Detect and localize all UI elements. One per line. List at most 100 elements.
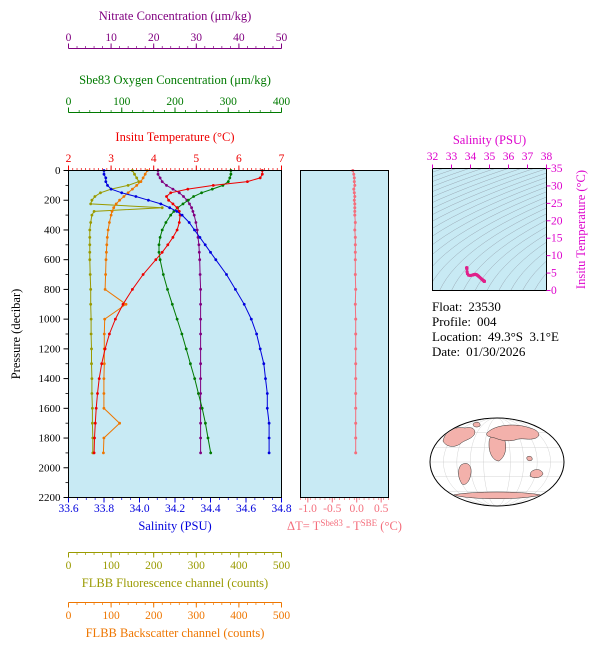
svg-text:300: 300: [188, 610, 206, 622]
svg-text:33: 33: [446, 151, 458, 163]
svg-text:30: 30: [191, 32, 203, 44]
svg-text:500: 500: [273, 610, 291, 622]
svg-text:Salinity (PSU): Salinity (PSU): [453, 133, 526, 147]
svg-text:36: 36: [503, 151, 515, 163]
svg-text:200: 200: [44, 195, 61, 207]
svg-text:800: 800: [44, 284, 61, 296]
svg-text:Nitrate Concentration (μm/kg): Nitrate Concentration (μm/kg): [99, 9, 252, 23]
svg-text:20: 20: [148, 32, 160, 44]
svg-text:25: 25: [551, 198, 563, 210]
profile-value: 004: [477, 314, 497, 329]
svg-text:0: 0: [66, 32, 72, 44]
svg-text:5: 5: [193, 153, 199, 165]
svg-text:0.0: 0.0: [350, 503, 365, 515]
location-label: Location:: [432, 329, 482, 344]
main-profile-plot: 0200400600800100012001400160018002000220…: [9, 9, 292, 640]
svg-text:-1.0: -1.0: [299, 503, 317, 515]
float-id-line: Float: 23530: [432, 299, 559, 314]
svg-text:34.6: 34.6: [236, 503, 256, 515]
date-value: 01/30/2026: [466, 344, 526, 359]
svg-text:2200: 2200: [39, 492, 62, 504]
svg-text:6: 6: [236, 153, 242, 165]
svg-text:Insitu Temperature (°C): Insitu Temperature (°C): [115, 130, 234, 144]
svg-text:37: 37: [522, 151, 534, 163]
svg-text:Salinity (PSU): Salinity (PSU): [138, 519, 211, 533]
svg-text:200: 200: [166, 96, 184, 108]
svg-text:Sbe83 Oxygen Concentration (μm: Sbe83 Oxygen Concentration (μm/kg): [79, 73, 271, 87]
greenland: [472, 422, 481, 428]
svg-text:34.8: 34.8: [271, 503, 291, 515]
eurasia: [486, 424, 540, 442]
svg-text:35: 35: [484, 151, 496, 163]
svg-text:200: 200: [145, 560, 163, 572]
svg-text:34: 34: [465, 151, 477, 163]
svg-text:0: 0: [66, 560, 72, 572]
north-america: [442, 427, 476, 447]
location-value: 49.3°S 3.1°E: [487, 329, 559, 344]
svg-text:30: 30: [551, 180, 563, 192]
ts-diagram: 32 33 34 35 36 37 38 0 5 10 15 20 25 30 35 Salinity (PS…: [427, 133, 588, 297]
svg-text:600: 600: [44, 254, 61, 266]
south-america: [458, 463, 472, 485]
svg-text:400: 400: [44, 224, 61, 236]
svg-text:100: 100: [102, 610, 120, 622]
map-continents: [442, 422, 544, 499]
svg-text:7: 7: [279, 153, 285, 165]
svg-text:4: 4: [151, 153, 157, 165]
southeast-asia: [526, 455, 533, 462]
svg-text:300: 300: [220, 96, 238, 108]
australia: [529, 469, 544, 478]
float-label: Float:: [432, 299, 463, 314]
svg-text:2000: 2000: [39, 462, 62, 474]
svg-text:3: 3: [108, 153, 114, 165]
svg-text:500: 500: [273, 560, 291, 572]
svg-text:1600: 1600: [39, 403, 62, 415]
svg-text:0: 0: [66, 96, 72, 108]
svg-text:5: 5: [551, 268, 557, 280]
svg-text:10: 10: [551, 250, 563, 262]
svg-text:400: 400: [230, 560, 248, 572]
svg-text:1800: 1800: [39, 433, 62, 445]
svg-text:100: 100: [102, 560, 120, 572]
svg-text:FLBB Backscatter channel (coun: FLBB Backscatter channel (counts): [86, 626, 265, 640]
svg-text:400: 400: [230, 610, 248, 622]
profile-label: Profile:: [432, 314, 471, 329]
svg-text:50: 50: [276, 32, 288, 44]
location-line: Location: 49.3°S 3.1°E: [432, 329, 559, 344]
float-info: Float: 23530 Profile: 004 Location: 49.3°S …: [432, 299, 559, 359]
svg-text:0.5: 0.5: [374, 503, 389, 515]
svg-text:1400: 1400: [39, 373, 62, 385]
svg-text:35: 35: [551, 163, 563, 175]
svg-text:0: 0: [66, 610, 72, 622]
float-value: 23530: [468, 299, 501, 314]
profile-line: Profile: 004: [432, 314, 559, 329]
svg-text:34.2: 34.2: [165, 503, 185, 515]
svg-text:10: 10: [105, 32, 117, 44]
svg-text:0: 0: [551, 285, 557, 297]
date-line: Date: 01/30/2026: [432, 344, 559, 359]
svg-text:ΔT= TSbe83 - TSBE (°C): ΔT= TSbe83 - TSBE (°C): [287, 518, 402, 533]
svg-text:32: 32: [427, 151, 439, 163]
svg-text:0: 0: [55, 165, 61, 177]
svg-text:Insitu Temperature (°C): Insitu Temperature (°C): [574, 170, 588, 289]
svg-text:-0.5: -0.5: [323, 503, 341, 515]
world-map: [429, 417, 565, 507]
svg-text:20: 20: [551, 215, 563, 227]
date-label: Date:: [432, 344, 461, 359]
svg-text:33.8: 33.8: [94, 503, 114, 515]
svg-text:400: 400: [273, 96, 291, 108]
svg-text:1200: 1200: [39, 343, 62, 355]
svg-text:200: 200: [145, 610, 163, 622]
svg-text:40: 40: [233, 32, 245, 44]
svg-text:300: 300: [188, 560, 206, 572]
svg-text:33.6: 33.6: [58, 503, 78, 515]
svg-text:100: 100: [113, 96, 131, 108]
delta-t-plot: -1.0 -0.5 0.0 0.5 ΔT= TSbe83 - TSBE (°C): [287, 169, 402, 533]
svg-text:Pressure (decibar): Pressure (decibar): [9, 289, 23, 380]
svg-text:15: 15: [551, 233, 563, 245]
svg-text:1000: 1000: [39, 314, 62, 326]
svg-text:34.4: 34.4: [200, 503, 220, 515]
svg-text:38: 38: [541, 151, 553, 163]
